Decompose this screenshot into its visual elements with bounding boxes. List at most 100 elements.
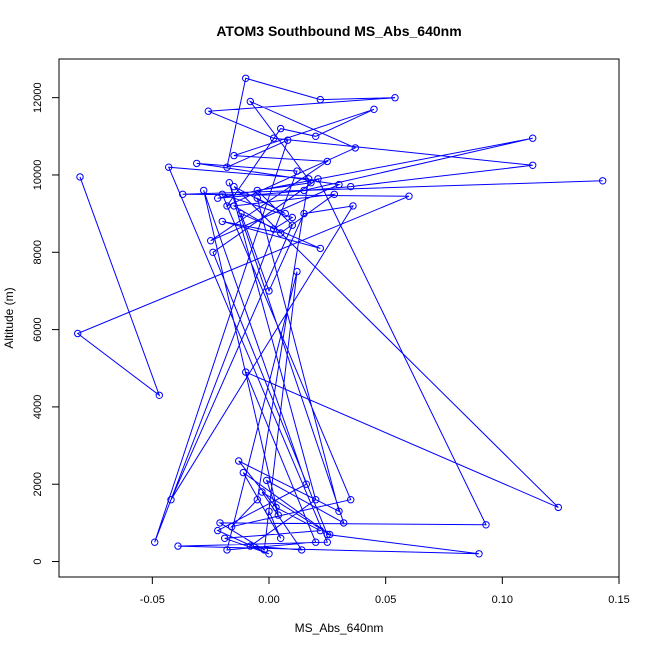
data-point bbox=[263, 476, 271, 485]
data-point bbox=[288, 213, 296, 222]
data-point bbox=[314, 175, 322, 183]
data-point bbox=[270, 225, 278, 233]
data-point bbox=[260, 546, 268, 554]
y-axis-label: Altitude (m) bbox=[2, 287, 16, 348]
data-point bbox=[200, 186, 208, 195]
data-point bbox=[265, 550, 273, 558]
y-tick-label: 10000 bbox=[32, 160, 44, 191]
data-point bbox=[225, 179, 234, 187]
data-point bbox=[179, 190, 187, 199]
data-point bbox=[274, 511, 282, 519]
y-tick-label: 2000 bbox=[32, 472, 44, 496]
data-point bbox=[599, 177, 607, 185]
data-point bbox=[284, 136, 292, 144]
data-point bbox=[214, 194, 222, 202]
data-point bbox=[174, 542, 182, 550]
data-point bbox=[529, 161, 537, 170]
x-tick-label: 0.15 bbox=[608, 594, 629, 606]
data-point bbox=[293, 167, 301, 175]
y-tick-label: 6000 bbox=[32, 317, 44, 341]
y-axis: 0 2000 4000 6000 8000 10000 12000 bbox=[32, 82, 60, 565]
data-point bbox=[335, 180, 343, 189]
data-point bbox=[302, 480, 310, 488]
data-point bbox=[242, 368, 250, 376]
data-point bbox=[298, 546, 306, 554]
data-point bbox=[237, 209, 245, 218]
data-point bbox=[151, 538, 159, 546]
data-point bbox=[246, 97, 255, 106]
x-tick-label: -0.05 bbox=[140, 594, 165, 606]
data-point bbox=[193, 159, 201, 168]
data-point bbox=[277, 229, 285, 237]
data-point bbox=[277, 124, 285, 133]
data-point bbox=[253, 194, 261, 202]
data-point bbox=[316, 95, 324, 104]
data-point bbox=[405, 192, 413, 200]
data-point bbox=[265, 507, 273, 515]
data-point bbox=[312, 132, 320, 141]
data-point bbox=[223, 163, 231, 171]
y-tick-label: 0 bbox=[32, 558, 44, 564]
data-point bbox=[300, 186, 308, 195]
data-point bbox=[307, 179, 315, 187]
data-point bbox=[335, 507, 343, 515]
data-point bbox=[167, 496, 175, 504]
data-point bbox=[228, 523, 236, 531]
data-point bbox=[230, 182, 238, 191]
data-point bbox=[323, 538, 331, 546]
data-point bbox=[239, 468, 248, 477]
data-point bbox=[326, 530, 334, 539]
data-point bbox=[370, 105, 378, 114]
data-point bbox=[155, 391, 164, 399]
data-point bbox=[330, 190, 338, 199]
data-point bbox=[221, 534, 229, 542]
data-point bbox=[253, 496, 261, 504]
data-point bbox=[76, 173, 84, 181]
data-point bbox=[316, 526, 324, 535]
data-point bbox=[340, 519, 348, 527]
x-tick-label: 0.10 bbox=[492, 594, 513, 606]
data-point bbox=[216, 519, 224, 527]
data-point bbox=[223, 202, 231, 210]
data-point bbox=[529, 134, 537, 142]
data-point bbox=[258, 488, 266, 496]
data-point bbox=[351, 144, 359, 152]
y-tick-label: 4000 bbox=[32, 395, 44, 419]
x-axis: -0.05 0.00 0.05 0.10 0.15 bbox=[140, 576, 630, 606]
data-point bbox=[230, 151, 238, 160]
data-point bbox=[323, 157, 331, 166]
data-point bbox=[554, 503, 562, 512]
data-point bbox=[347, 496, 355, 504]
data-point bbox=[165, 163, 173, 171]
data-point bbox=[277, 534, 285, 542]
data-point bbox=[312, 538, 320, 546]
data-point bbox=[253, 186, 261, 195]
y-tick-label: 8000 bbox=[32, 240, 44, 264]
data-point bbox=[316, 244, 324, 253]
data-point bbox=[272, 503, 280, 512]
data-point bbox=[230, 202, 238, 210]
data-point bbox=[347, 182, 355, 191]
data-point bbox=[204, 107, 213, 115]
data-point bbox=[218, 217, 227, 226]
x-tick-label: 0.00 bbox=[258, 594, 279, 606]
data-point bbox=[323, 530, 331, 539]
data-point bbox=[312, 496, 320, 504]
series-line bbox=[76, 77, 603, 555]
data-point bbox=[265, 287, 273, 295]
x-axis-label: MS_Abs_640nm bbox=[295, 621, 384, 635]
data-point bbox=[281, 209, 289, 218]
data-point bbox=[235, 457, 243, 465]
data-point bbox=[349, 202, 357, 210]
data-point bbox=[207, 237, 215, 245]
data-point bbox=[214, 526, 222, 535]
data-point bbox=[288, 221, 296, 229]
data-point bbox=[300, 209, 308, 218]
data-point bbox=[305, 175, 313, 183]
y-tick-label: 12000 bbox=[32, 82, 44, 113]
series-layer bbox=[74, 74, 607, 558]
data-point bbox=[246, 542, 255, 550]
data-point bbox=[74, 329, 82, 338]
data-point bbox=[209, 248, 217, 257]
